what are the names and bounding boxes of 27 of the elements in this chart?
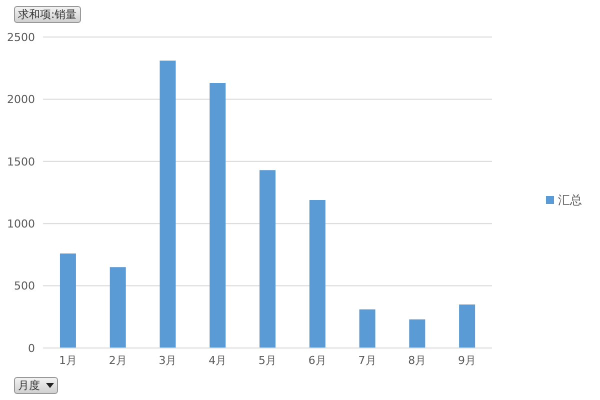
chart-title: 求和项:销量 (14, 6, 81, 23)
y-tick-label: 1000 (7, 218, 35, 231)
bar (260, 170, 276, 348)
bar (210, 83, 226, 348)
x-tick-label: 9月 (458, 354, 476, 367)
bar (459, 304, 476, 348)
y-tick-label: 2500 (7, 30, 35, 44)
bar (110, 267, 126, 348)
bar (309, 200, 326, 348)
x-tick-label: 1月 (58, 354, 77, 367)
x-tick-label: 6月 (308, 354, 326, 367)
x-tick-label: 2月 (108, 354, 127, 367)
y-tick-label: 0 (28, 342, 35, 355)
x-tick-label: 5月 (258, 354, 276, 367)
y-tick-label: 2000 (7, 93, 35, 106)
x-axis-title: 月度 (18, 379, 40, 392)
x-tick-label: 7月 (358, 354, 376, 367)
x-tick-label: 8月 (408, 354, 426, 367)
y-tick-label: 500 (14, 280, 35, 293)
x-tick-label: 4月 (208, 354, 227, 367)
x-tick-label: 3月 (158, 354, 177, 367)
bar (60, 253, 76, 348)
bar (359, 309, 376, 348)
legend-label: 汇总 (558, 192, 582, 206)
bar (160, 60, 176, 348)
y-tick-label: 1500 (7, 155, 35, 168)
bar (409, 319, 426, 348)
